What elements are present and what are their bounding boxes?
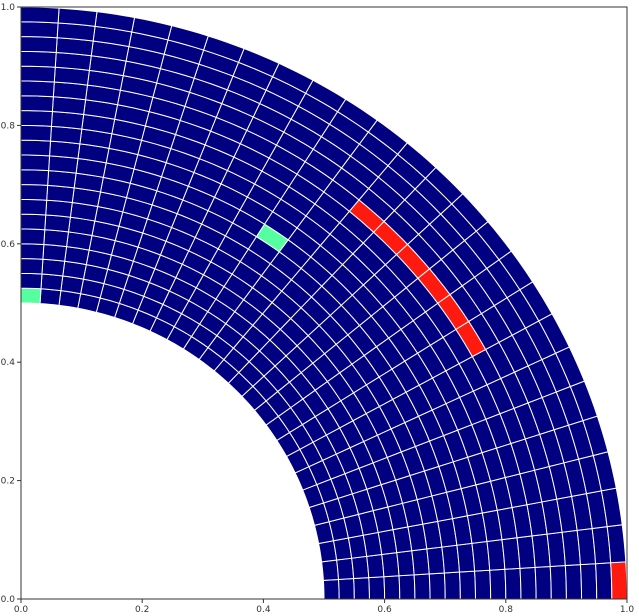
mesh-cell — [57, 7, 98, 27]
mesh-cell — [366, 553, 385, 579]
mesh-cell — [20, 124, 52, 142]
mesh-cell — [441, 544, 461, 574]
mesh-cell — [413, 573, 431, 600]
x-tick-label: 0.6 — [377, 605, 392, 615]
y-tick-label: 0.2 — [1, 477, 15, 487]
mesh-cell — [20, 50, 57, 68]
mesh-cell — [443, 571, 461, 600]
mesh-cell — [20, 272, 43, 290]
mesh-cell — [337, 578, 355, 600]
x-tick-label: 0.0 — [14, 605, 29, 615]
plot-frame — [20, 6, 628, 600]
mesh-cell — [39, 288, 62, 306]
mesh-cell — [353, 577, 370, 600]
y-tick-label: 0.8 — [1, 121, 16, 131]
mesh-cell — [43, 229, 70, 248]
x-tick-label: 1.0 — [620, 605, 635, 615]
axis-ticks: 0.0 0.2 0.4 0.6 0.8 1.0 0.0 0.2 0.4 0.6 0.8 1.0 — [1, 3, 635, 615]
mesh-cell — [428, 572, 446, 600]
mesh-cell — [579, 563, 598, 600]
mesh-cell — [396, 550, 415, 577]
x-tick-label: 0.8 — [499, 605, 514, 615]
mesh-cell — [322, 578, 340, 600]
x-tick-label: 0.4 — [256, 605, 271, 615]
mesh-cell — [20, 154, 51, 172]
mesh-cell — [411, 548, 430, 576]
mesh-cell — [40, 273, 64, 292]
mesh-cell — [20, 169, 50, 186]
mesh-cells — [20, 6, 628, 600]
mesh-cell — [20, 36, 58, 54]
x-tick-label: 0.2 — [135, 605, 149, 615]
mesh-cell — [20, 139, 52, 157]
mesh-cell — [519, 566, 537, 600]
mesh-cell — [564, 564, 583, 600]
mesh-cell — [46, 184, 75, 204]
mesh-cell — [321, 559, 340, 581]
mesh-cell — [45, 199, 73, 218]
mesh-cell — [474, 569, 492, 600]
mesh-cell — [336, 557, 355, 581]
mesh-cell — [398, 574, 416, 600]
mesh-cell — [20, 110, 53, 127]
mesh-cell — [504, 567, 522, 600]
y-tick-label: 0.6 — [1, 240, 16, 250]
mesh-cell — [595, 562, 613, 600]
mesh-cell — [20, 184, 49, 201]
mesh-cell — [606, 524, 627, 564]
mesh-cell — [20, 6, 60, 24]
mesh-cell-highlighted — [610, 561, 628, 600]
mesh-cell — [381, 552, 400, 578]
mesh-cell — [458, 570, 477, 600]
mesh-cell-highlighted — [20, 287, 42, 305]
mesh-cell — [20, 243, 45, 260]
mesh-cell — [20, 80, 55, 98]
mesh-cell — [351, 555, 370, 580]
mesh-cell — [20, 258, 44, 275]
mesh-cell — [489, 568, 507, 600]
mesh-cell — [20, 65, 56, 83]
y-tick-label: 0.0 — [1, 595, 16, 605]
mesh-cell — [534, 565, 552, 600]
mesh-cell — [383, 575, 401, 600]
mesh-cell — [549, 565, 567, 600]
y-tick-label: 0.4 — [1, 358, 16, 368]
mesh-cell — [20, 228, 46, 246]
mesh-cell — [426, 546, 445, 575]
mesh-cell — [20, 198, 48, 216]
mesh-cell — [20, 21, 59, 39]
mesh-cell — [20, 213, 47, 231]
mesh-cell — [44, 214, 71, 233]
mesh-cell — [47, 170, 77, 189]
mesh-cell — [20, 95, 54, 113]
mesh-cell — [42, 243, 68, 262]
mesh-cell — [41, 258, 66, 277]
mesh-cell — [368, 576, 386, 600]
y-tick-label: 1.0 — [1, 3, 16, 13]
